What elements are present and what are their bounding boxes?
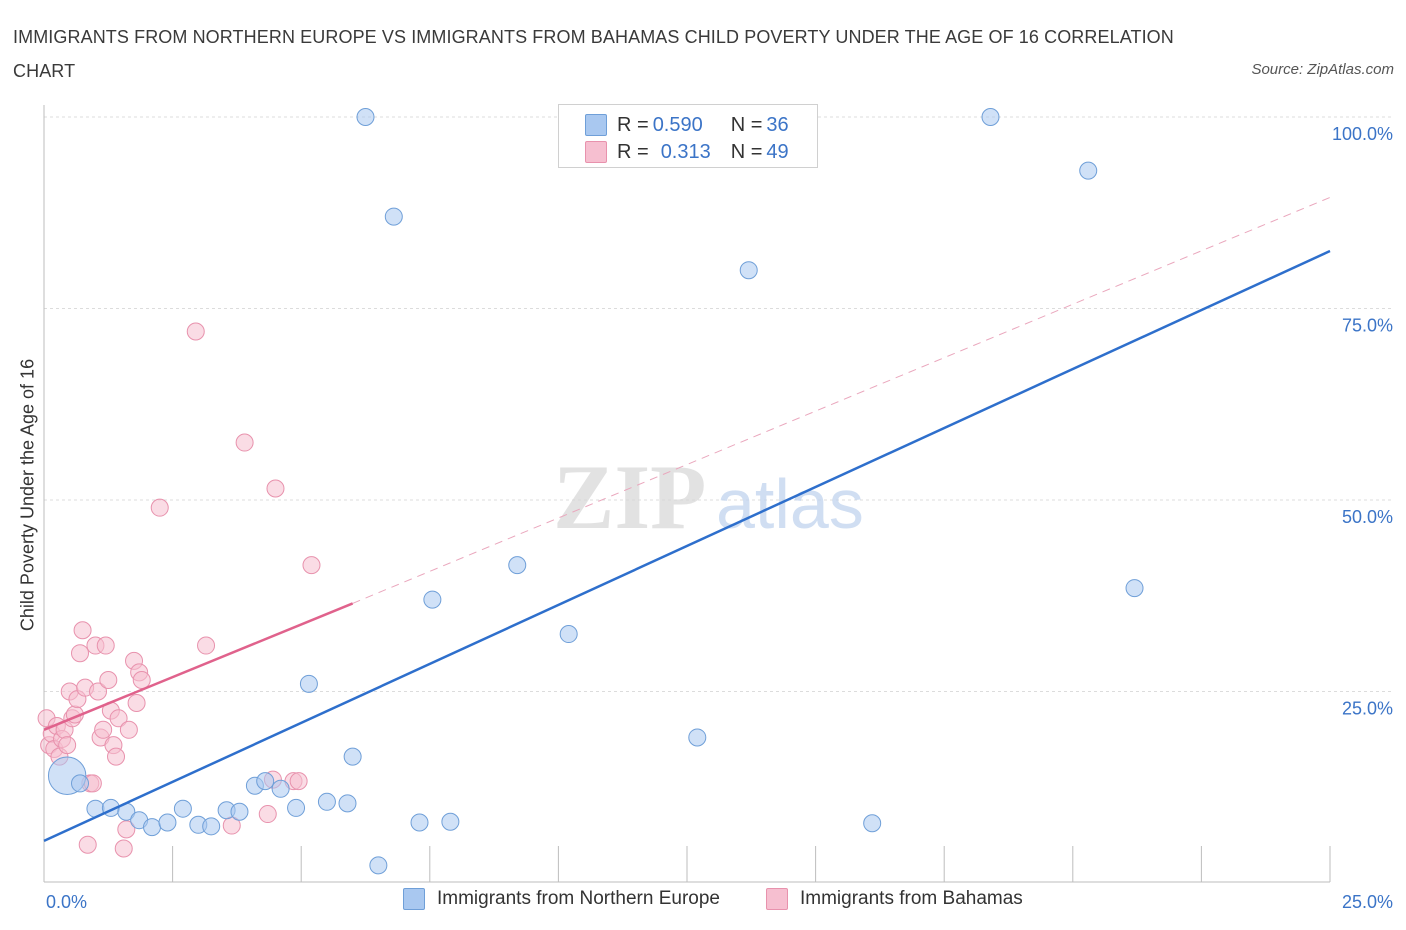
data-point xyxy=(132,671,151,690)
watermark-zip: ZIP xyxy=(553,446,706,548)
legend-swatch xyxy=(403,888,425,910)
data-point xyxy=(410,813,429,832)
legend-item-bahamas[interactable]: Immigrants from Bahamas xyxy=(766,888,1023,910)
data-point xyxy=(863,814,882,833)
data-point xyxy=(78,835,97,854)
data-point xyxy=(197,636,216,655)
data-point xyxy=(1125,579,1144,598)
data-point xyxy=(150,498,169,517)
data-point xyxy=(202,817,221,836)
data-point xyxy=(73,621,92,640)
x-tick-label: 25.0% xyxy=(1342,892,1393,912)
data-point xyxy=(688,728,707,747)
stats-row-bahamas: R = 0.313 N = 49 xyxy=(585,138,789,166)
legend-label: Immigrants from Northern Europe xyxy=(437,888,720,909)
r-value: 0.590 xyxy=(652,113,703,136)
y-tick-label: 25.0% xyxy=(1342,699,1393,719)
n-value: 36 xyxy=(766,113,789,136)
y-tick-label: 100.0% xyxy=(1332,124,1393,144)
data-point xyxy=(317,792,336,811)
legend-item-northern-europe[interactable]: Immigrants from Northern Europe xyxy=(403,888,720,910)
data-point xyxy=(338,794,357,813)
data-point xyxy=(289,772,308,791)
data-point xyxy=(356,108,375,126)
data-point xyxy=(266,479,285,498)
data-point xyxy=(127,693,146,712)
data-point xyxy=(173,799,192,818)
data-point xyxy=(119,720,138,739)
legend-swatch xyxy=(766,888,788,910)
legend-label: Immigrants from Bahamas xyxy=(800,888,1023,909)
data-point xyxy=(1079,161,1098,180)
data-point xyxy=(981,108,1000,126)
data-point xyxy=(423,590,442,609)
data-point xyxy=(508,556,527,575)
data-point xyxy=(230,802,249,821)
stats-row-northern-europe: R = 0.590 N = 36 xyxy=(585,111,789,139)
data-point xyxy=(89,682,108,701)
data-point xyxy=(71,644,90,663)
trend-line-northern-europe xyxy=(43,249,1331,843)
data-point xyxy=(271,779,290,798)
data-point xyxy=(96,636,115,655)
trend-line-bahamas xyxy=(43,602,354,731)
data-point xyxy=(559,625,578,644)
n-value: 49 xyxy=(766,140,789,163)
y-tick-label: 50.0% xyxy=(1342,507,1393,527)
data-point xyxy=(256,772,275,791)
swatch-bahamas xyxy=(585,141,607,163)
data-point xyxy=(186,322,205,341)
n-label: N = xyxy=(730,140,763,163)
data-point xyxy=(99,671,118,690)
data-point xyxy=(343,747,362,766)
data-point xyxy=(441,812,460,831)
stats-box: R = 0.590 N = 36 R = 0.313 N = 49 xyxy=(558,104,818,168)
x-tick-label: 0.0% xyxy=(46,892,87,912)
data-point xyxy=(143,818,162,837)
data-point xyxy=(158,813,177,832)
data-point xyxy=(58,736,77,755)
data-point xyxy=(384,207,403,226)
data-point xyxy=(235,433,254,452)
watermark-atlas: atlas xyxy=(716,465,864,543)
data-point xyxy=(302,556,321,575)
data-point xyxy=(287,798,306,817)
data-point xyxy=(369,856,388,875)
data-point xyxy=(299,674,318,693)
data-point xyxy=(114,839,133,858)
data-point xyxy=(94,720,113,739)
chart-title: IMMIGRANTS FROM NORTHERN EUROPE VS IMMIG… xyxy=(13,27,1174,81)
source-credit: Source: ZipAtlas.com xyxy=(1251,61,1394,78)
data-point xyxy=(258,805,277,824)
data-point xyxy=(109,709,128,728)
n-label: N = xyxy=(730,113,763,136)
r-value: 0.313 xyxy=(660,140,711,163)
legend: Immigrants from Northern Europe Immigran… xyxy=(0,888,1406,916)
swatch-northern-europe xyxy=(585,114,607,136)
y-tick-label: 75.0% xyxy=(1342,316,1393,336)
data-point xyxy=(107,747,126,766)
r-label: R = xyxy=(617,113,649,136)
data-point xyxy=(117,820,136,839)
data-point xyxy=(739,261,758,280)
data-point xyxy=(71,774,90,793)
r-label: R = xyxy=(617,140,649,163)
